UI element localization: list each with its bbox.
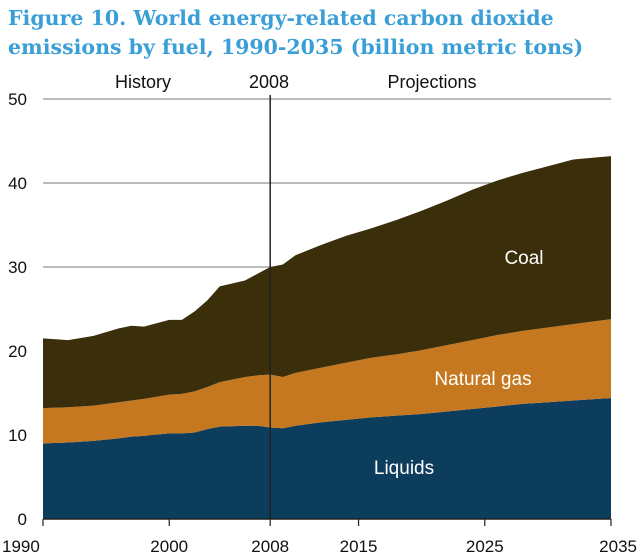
y-tick-label-50: 50 [8, 90, 27, 109]
area-label-coal: Coal [504, 248, 543, 269]
x-tick-label-2035: 2035 [599, 537, 637, 556]
area-label-liquids: Liquids [374, 458, 434, 479]
x-tick-label-2008: 2008 [251, 537, 289, 556]
area-layers [43, 156, 611, 519]
x-tick-label-2015: 2015 [340, 537, 378, 556]
annotation-divider: 2008 [249, 72, 289, 92]
y-tick-label-0: 0 [18, 510, 27, 529]
y-tick-label-40: 40 [8, 174, 27, 193]
chart-title: Figure 10. World energy-related carbon d… [8, 4, 628, 62]
y-axis-ticks: 0 10 20 30 40 50 [8, 90, 27, 529]
x-tick-label-2025: 2025 [466, 537, 504, 556]
chart-title-line2: emissions by fuel, 1990-2035 (billion me… [8, 35, 584, 59]
area-coal [43, 156, 611, 409]
y-tick-label-20: 20 [8, 342, 27, 361]
chart-title-line1: Figure 10. World energy-related carbon d… [8, 6, 554, 30]
x-axis-ticks: 1990 2000 2008 2015 2025 2035 [2, 519, 637, 556]
y-tick-label-10: 10 [8, 426, 27, 445]
area-liquids [43, 398, 611, 519]
annotation-history: History [115, 72, 171, 92]
x-tick-label-2000: 2000 [150, 537, 188, 556]
x-tick-label-1990: 1990 [2, 537, 40, 556]
area-label-natural-gas: Natural gas [434, 369, 531, 390]
area-natural-gas [43, 319, 611, 444]
annotation-projections: Projections [387, 72, 476, 92]
y-tick-label-30: 30 [8, 258, 27, 277]
